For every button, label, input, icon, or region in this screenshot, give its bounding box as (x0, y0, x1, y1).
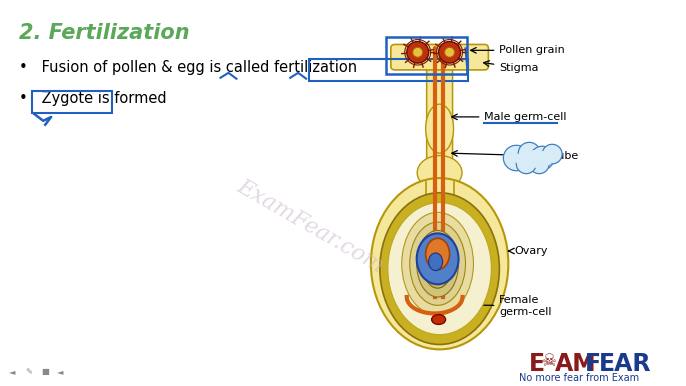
Circle shape (519, 142, 540, 164)
Bar (426, 183, 453, 212)
Ellipse shape (417, 156, 462, 190)
Text: •   Zygote is formed: • Zygote is formed (19, 91, 167, 107)
Text: No more fear from Exam: No more fear from Exam (519, 373, 639, 383)
FancyBboxPatch shape (391, 44, 488, 70)
Text: Stigma: Stigma (484, 61, 539, 73)
Ellipse shape (371, 178, 508, 349)
Text: EAR: EAR (599, 352, 652, 376)
Text: ☠: ☠ (542, 352, 557, 370)
Text: ■: ■ (41, 367, 49, 376)
Ellipse shape (388, 203, 491, 335)
Circle shape (529, 154, 549, 174)
Text: ✎: ✎ (25, 367, 32, 376)
Ellipse shape (380, 193, 499, 344)
Text: E: E (529, 352, 545, 376)
Ellipse shape (514, 150, 554, 168)
Ellipse shape (402, 212, 473, 315)
Text: Female
germ-cell: Female germ-cell (464, 295, 552, 317)
Ellipse shape (413, 47, 423, 57)
Ellipse shape (407, 42, 429, 63)
Circle shape (517, 154, 536, 174)
Circle shape (504, 145, 529, 171)
Text: ExamFear.com: ExamFear.com (233, 176, 388, 278)
Ellipse shape (431, 315, 446, 324)
Text: Pollen tube: Pollen tube (452, 151, 578, 161)
Ellipse shape (445, 47, 455, 57)
Ellipse shape (423, 239, 453, 288)
Ellipse shape (416, 234, 458, 284)
Ellipse shape (416, 230, 458, 297)
Text: AM: AM (555, 352, 597, 376)
FancyBboxPatch shape (427, 62, 453, 174)
Circle shape (542, 144, 562, 164)
Text: 2. Fertilization: 2. Fertilization (19, 23, 190, 43)
Ellipse shape (438, 42, 460, 63)
Text: Pollen grain: Pollen grain (471, 45, 565, 55)
Text: ◄: ◄ (57, 367, 64, 376)
Text: •   Fusion of pollen & egg is called fertilization: • Fusion of pollen & egg is called ferti… (19, 60, 357, 75)
Ellipse shape (426, 104, 453, 153)
Circle shape (530, 146, 554, 170)
Text: ◄: ◄ (10, 367, 16, 376)
Ellipse shape (429, 253, 442, 271)
Ellipse shape (426, 238, 449, 269)
Text: F: F (585, 352, 601, 376)
Ellipse shape (410, 222, 466, 305)
Text: Male germ-cell: Male germ-cell (452, 112, 567, 122)
Text: Ovary: Ovary (508, 246, 548, 256)
